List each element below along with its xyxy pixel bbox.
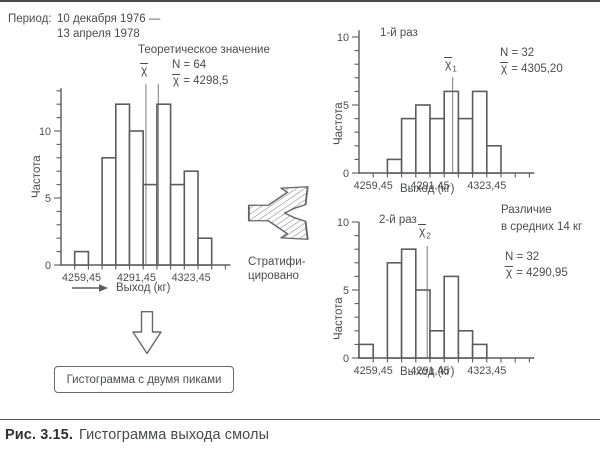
second-time-histogram: 0 5 10 4259,45 4291,45 4323,45 — [330, 210, 535, 378]
histogram-bar — [457, 117, 474, 174]
y-tick-label: 5 — [343, 285, 349, 297]
second-time-histogram-svg: 0 5 10 4259,45 4291,45 4323,45 — [337, 217, 535, 377]
top-border-rule — [0, 0, 600, 3]
caption-number: Рис. 3.15. — [5, 427, 73, 443]
x-tick-label: 4259,45 — [62, 272, 101, 284]
combined-histogram-svg: 0 5 10 4259,45 4291,45 4323,45 — [39, 84, 231, 284]
y-tick-label: 5 — [45, 193, 51, 205]
combined-x-axis-label: Выход (кг) — [116, 282, 171, 294]
theoretical-value-label: Теоретическое значение — [138, 44, 270, 56]
x-tick-label: 4323,45 — [467, 365, 506, 377]
figure-caption: Рис. 3.15. Гистограмма выхода смолы — [5, 427, 269, 443]
chi-bar-symbol: χ — [418, 224, 427, 238]
chi-bar-symbol: χ — [444, 57, 453, 71]
chi-bar-symbol: χ — [500, 61, 509, 75]
second-time-n-label: N = 32 — [505, 251, 540, 263]
histogram-bar — [358, 343, 374, 359]
histogram-bar — [128, 130, 144, 266]
combined-stats: N = 64 χ = 4298,5 — [172, 58, 228, 89]
x-tick-label: 4291,45 — [117, 272, 156, 284]
down-arrow-icon — [132, 311, 162, 355]
histogram-bar — [183, 170, 199, 266]
histogram-bar — [386, 261, 403, 359]
histogram-bar — [73, 250, 90, 266]
combined-histogram: 0 5 10 4259,45 4291,45 4323,45 — [18, 36, 238, 288]
first-time-histogram: 0 5 10 4259,45 4291,45 4323,45 — [330, 24, 535, 194]
two-peaks-box-label: Гистограмма с двумя пиками — [66, 373, 222, 386]
two-peaks-box: Гистограмма с двумя пиками — [54, 366, 234, 393]
combined-x-axis-title: Выход (кг) — [72, 282, 171, 294]
period-block: Период: 10 декабря 1976 — 13 апреля 1978 — [8, 12, 160, 42]
histogram-bar — [415, 289, 431, 359]
first-time-mean-marker: χ1 — [444, 57, 457, 74]
second-time-title: 2-й раз — [379, 214, 417, 226]
second-time-mean-label: χ = 4290,95 — [505, 265, 568, 279]
histogram-bar — [197, 237, 213, 266]
y-tick-label: 0 — [45, 260, 51, 272]
period-line1: 10 декабря 1976 — — [57, 13, 161, 25]
caption-text: Гистограмма выхода смолы — [78, 427, 270, 443]
combined-mean-label: χ = 4298,5 — [172, 73, 229, 87]
histogram-bar — [400, 248, 417, 359]
y-tick-label: 0 — [343, 353, 349, 365]
histogram-bar — [415, 104, 431, 174]
x-tick-label: 4259,45 — [354, 365, 393, 377]
x-tick-label: 4291,45 — [410, 365, 449, 377]
histogram-bar — [101, 157, 117, 266]
histogram-bar — [400, 117, 417, 174]
split-arrow-shape — [247, 186, 309, 240]
first-time-stats: N = 32 χ = 4305,20 — [500, 46, 563, 77]
first-time-n-label: N = 32 — [500, 47, 535, 59]
histogram-bar — [471, 90, 488, 174]
combined-mean-marker: χ — [140, 63, 149, 79]
y-tick-label: 10 — [337, 32, 349, 44]
histogram-bar — [443, 275, 460, 359]
caption-rule — [0, 419, 600, 420]
histogram-bar — [457, 330, 474, 359]
y-tick-label: 5 — [343, 100, 349, 112]
first-time-mean-label: χ = 4305,20 — [500, 61, 563, 75]
y-tick-label: 10 — [337, 217, 349, 229]
histogram-bar — [156, 103, 172, 266]
chi-bar-symbol: χ — [172, 73, 181, 87]
stratify-label: Стратифи- цировано — [248, 256, 306, 282]
second-time-x-axis-title: Выход (кг) — [400, 366, 455, 378]
histogram-bar — [471, 343, 488, 359]
x-axis-arrow-icon — [72, 284, 108, 292]
difference-note: Различие в средних 14 кг — [501, 204, 583, 233]
x-tick-label: 4323,45 — [467, 180, 506, 192]
stratify-split-arrow-icon — [247, 186, 309, 240]
histogram-bar — [169, 183, 186, 266]
combined-n-label: N = 64 — [172, 59, 207, 71]
chi-bar-symbol: χ — [140, 63, 149, 77]
histogram-bar — [486, 145, 502, 174]
histogram-bar — [115, 103, 131, 266]
chi-bar-symbol: χ — [505, 265, 514, 279]
histogram-bar — [142, 183, 158, 266]
x-tick-label: 4323,45 — [172, 272, 211, 284]
period-label: Период: — [8, 13, 52, 25]
first-time-x-axis-title: Выход (кг) — [400, 183, 455, 195]
first-time-histogram-svg: 0 5 10 4259,45 4291,45 4323,45 — [337, 30, 535, 192]
second-time-stats: N = 32 χ = 4290,95 — [505, 250, 568, 281]
second-time-mean-marker: χ2 — [418, 224, 431, 241]
x-tick-label: 4259,45 — [354, 180, 393, 192]
period-line2: 13 апреля 1978 — [57, 28, 140, 40]
histogram-bar — [443, 90, 460, 174]
y-tick-label: 0 — [343, 168, 349, 180]
histogram-bar — [429, 117, 445, 174]
x-tick-label: 4291,45 — [410, 180, 449, 192]
histogram-bar — [429, 330, 445, 359]
y-tick-label: 10 — [39, 126, 51, 138]
first-time-title: 1-й раз — [380, 27, 418, 39]
histogram-bar — [386, 158, 403, 174]
